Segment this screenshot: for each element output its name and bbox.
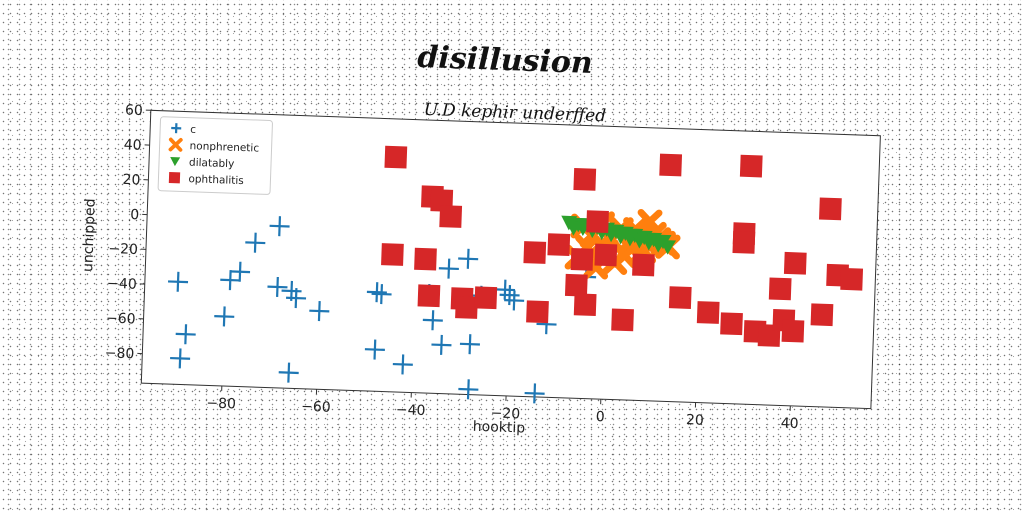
legend: c nonphrenetic dilatably ophthalitis xyxy=(157,116,273,195)
point-c-22 xyxy=(459,334,480,355)
legend-label: nonphrenetic xyxy=(189,140,259,154)
point-ophthalitis-32 xyxy=(781,319,805,343)
legend-marker-dilatably xyxy=(170,157,181,167)
point-ophthalitis-35 xyxy=(819,197,842,221)
x-tick-label: −20 xyxy=(490,405,520,422)
point-ophthalitis-19 xyxy=(611,308,634,332)
point-c-19 xyxy=(431,334,452,355)
point-ophthalitis-18 xyxy=(594,243,618,267)
legend-label: c xyxy=(190,124,196,136)
point-c-16 xyxy=(392,354,413,375)
point-c-7 xyxy=(269,216,290,237)
point-c-4 xyxy=(220,270,241,291)
legend-item: c xyxy=(171,123,196,136)
y-tick-label: −80 xyxy=(104,345,134,362)
x-tick-label: 20 xyxy=(686,412,704,429)
y-tick-label: −40 xyxy=(107,276,137,293)
series-dilatably xyxy=(561,215,677,255)
x-tick-label: 0 xyxy=(595,409,604,425)
point-ophthalitis-30 xyxy=(768,277,792,301)
x-tick-label: 40 xyxy=(781,415,799,432)
point-ophthalitis-15 xyxy=(573,293,597,317)
point-ophthalitis-17 xyxy=(586,210,609,233)
point-c-26 xyxy=(499,285,520,306)
point-ophthalitis-6 xyxy=(417,284,441,308)
point-ophthalitis-14 xyxy=(564,273,588,297)
legend-label: dilatably xyxy=(189,157,235,171)
chart-title: disillusion xyxy=(417,40,593,81)
x-tick-label: −80 xyxy=(206,395,236,412)
y-axis: 60 40 20 0 −20 −40 −60 −80 xyxy=(104,102,151,362)
point-c-1 xyxy=(175,324,196,345)
legend-item: dilatably xyxy=(170,157,235,171)
legend-label: ophthalitis xyxy=(188,173,244,187)
point-c-5 xyxy=(230,261,251,282)
point-c-8 xyxy=(267,276,288,298)
legend-marker-ophthalitis xyxy=(168,171,181,184)
point-c-12 xyxy=(309,301,330,322)
point-ophthalitis-10 xyxy=(523,241,547,264)
point-c-27 xyxy=(504,290,525,311)
point-ophthalitis-26 xyxy=(732,230,756,254)
point-ophthalitis-8 xyxy=(455,296,478,319)
point-ophthalitis-9 xyxy=(474,286,498,310)
legend-item: ophthalitis xyxy=(168,171,244,187)
legend-item: nonphrenetic xyxy=(168,137,260,155)
y-tick-label: 40 xyxy=(123,137,141,154)
series-c xyxy=(168,216,597,404)
point-c-13 xyxy=(366,282,387,303)
point-c-20 xyxy=(438,258,459,279)
point-ophthalitis-27 xyxy=(739,154,763,178)
point-c-11 xyxy=(278,362,299,383)
point-ophthalitis-13 xyxy=(570,247,594,271)
point-c-6 xyxy=(245,232,266,253)
legend-marker-nonphrenetic xyxy=(168,137,183,152)
point-ophthalitis-16 xyxy=(573,168,597,191)
point-ophthalitis-5 xyxy=(414,247,437,271)
point-ophthalitis-34 xyxy=(810,303,834,327)
data-marks xyxy=(168,145,864,404)
legend-box xyxy=(157,116,273,195)
point-ophthalitis-37 xyxy=(840,267,864,291)
point-ophthalitis-4 xyxy=(381,243,404,266)
point-c-3 xyxy=(214,306,235,327)
point-ophthalitis-24 xyxy=(720,312,743,336)
point-ophthalitis-21 xyxy=(659,153,683,177)
point-c-2 xyxy=(170,348,191,369)
point-c-0 xyxy=(168,271,189,292)
point-ophthalitis-33 xyxy=(783,251,807,275)
x-axis: −80 −60 −40 −20 0 20 40 xyxy=(206,385,799,432)
x-axis-label: hooktip xyxy=(473,419,526,437)
legend-marker-c xyxy=(171,123,182,134)
point-c-10 xyxy=(286,288,307,309)
y-tick-label: 60 xyxy=(125,102,143,119)
point-ophthalitis-3 xyxy=(439,205,463,228)
point-c-15 xyxy=(364,339,385,360)
plot-area: U.D kephir underffed −80 −60 −40 −20 0 20 40 6… xyxy=(80,100,881,437)
point-c-18 xyxy=(422,310,443,331)
point-dilatably-21 xyxy=(660,239,677,255)
y-tick-label: 20 xyxy=(122,172,140,189)
point-ophthalitis-22 xyxy=(668,286,692,309)
point-ophthalitis-23 xyxy=(696,301,720,324)
point-c-23 xyxy=(458,379,479,400)
point-c-14 xyxy=(371,284,392,305)
point-c-25 xyxy=(495,279,516,300)
point-ophthalitis-11 xyxy=(526,300,549,324)
point-c-28 xyxy=(524,383,545,404)
series-ophthalitis xyxy=(381,145,864,347)
y-tick-label: −60 xyxy=(106,311,136,328)
y-tick-label: −20 xyxy=(108,241,138,258)
x-tick-label: −40 xyxy=(396,402,426,419)
x-tick-label: −60 xyxy=(301,399,331,416)
y-tick-label: 0 xyxy=(130,207,139,223)
point-ophthalitis-12 xyxy=(547,233,571,256)
point-c-21 xyxy=(458,248,479,269)
point-ophthalitis-20 xyxy=(632,253,655,277)
y-axis-label: unchipped xyxy=(80,198,99,272)
point-ophthalitis-0 xyxy=(384,145,408,169)
